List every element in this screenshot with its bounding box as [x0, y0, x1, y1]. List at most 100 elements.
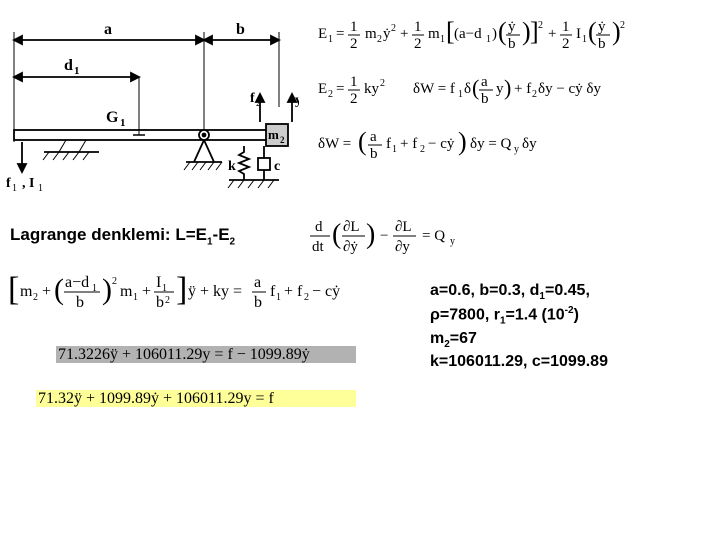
- lagrange-label: Lagrange denklemi: L=E1-E2: [10, 225, 235, 247]
- svg-text:1: 1: [458, 89, 463, 100]
- svg-text:b: b: [76, 294, 84, 311]
- svg-text:(: (: [358, 127, 367, 156]
- svg-text:1: 1: [328, 34, 333, 45]
- svg-text:f: f: [250, 91, 255, 106]
- svg-text:+: +: [42, 283, 51, 300]
- svg-text:2: 2: [304, 292, 309, 303]
- svg-text:δW = f: δW = f: [413, 81, 455, 97]
- svg-text:b: b: [598, 36, 606, 52]
- svg-text:m: m: [120, 283, 133, 300]
- svg-text:y: y: [450, 236, 455, 247]
- svg-text:2: 2: [391, 23, 396, 34]
- svg-text:− cẏ: − cẏ: [428, 136, 455, 152]
- svg-text:(a−d: (a−d: [454, 26, 482, 42]
- svg-text:ẏ: ẏ: [383, 26, 391, 42]
- svg-text:a: a: [481, 74, 488, 90]
- svg-text:a: a: [254, 274, 261, 291]
- svg-text:[: [: [8, 271, 19, 308]
- svg-text:1: 1: [582, 34, 587, 45]
- svg-text:1: 1: [486, 34, 491, 45]
- svg-text:1: 1: [440, 34, 445, 45]
- numeric-eq-2: 71.32ÿ + 1099.89ẏ + 106011.29y = f: [38, 390, 274, 408]
- eom-bracket-eq: [ m2 + ( a−d1 b )2 m1 + I1 b2 ] ÿ + ky =…: [8, 270, 418, 315]
- euler-lagrange-eq: ddt ( ∂L∂ẏ ) − ∂L∂y = Qy: [310, 215, 490, 260]
- svg-text:δy = Q: δy = Q: [470, 136, 512, 152]
- svg-text:ẏ: ẏ: [508, 19, 516, 35]
- svg-text:m: m: [365, 26, 377, 42]
- svg-text:1: 1: [276, 292, 281, 303]
- svg-text:2: 2: [532, 89, 537, 100]
- svg-text:+ f: + f: [284, 283, 303, 300]
- svg-text:+: +: [142, 283, 151, 300]
- svg-text:+: +: [548, 26, 556, 42]
- svg-text:m: m: [428, 26, 440, 42]
- svg-text:2: 2: [538, 20, 543, 31]
- svg-text:k: k: [228, 159, 236, 174]
- svg-text:∂L: ∂L: [395, 219, 412, 235]
- svg-text:1: 1: [133, 292, 138, 303]
- svg-text:ÿ + ky =: ÿ + ky =: [188, 283, 242, 300]
- svg-text:): ): [492, 26, 497, 42]
- svg-text:2: 2: [256, 98, 261, 109]
- svg-text:1: 1: [12, 183, 17, 192]
- svg-text:y: y: [295, 93, 299, 108]
- svg-text:b: b: [236, 22, 245, 38]
- svg-text:a−d: a−d: [65, 274, 89, 291]
- svg-text:a: a: [104, 22, 112, 38]
- svg-text:c: c: [274, 159, 280, 174]
- svg-text:2: 2: [420, 144, 425, 155]
- svg-text:δy: δy: [522, 136, 537, 152]
- svg-text:δy − cẏ δy: δy − cẏ δy: [538, 81, 602, 97]
- svg-text:G: G: [106, 109, 119, 126]
- svg-text:2: 2: [350, 36, 358, 52]
- svg-text:2: 2: [33, 292, 38, 303]
- svg-text:, I: , I: [22, 176, 34, 191]
- svg-text:1: 1: [562, 19, 570, 35]
- svg-text:): ): [102, 273, 112, 306]
- svg-text:− cẏ: − cẏ: [312, 283, 340, 300]
- svg-text:1: 1: [392, 144, 397, 155]
- svg-text:∂ẏ: ∂ẏ: [343, 239, 358, 255]
- svg-text:]: ]: [176, 271, 187, 308]
- svg-text:m: m: [268, 127, 279, 142]
- svg-text:1: 1: [414, 19, 422, 35]
- svg-text:2: 2: [280, 135, 285, 145]
- svg-text:(: (: [588, 18, 597, 46]
- svg-text:+ f: + f: [400, 136, 417, 152]
- svg-text:ky: ky: [364, 81, 380, 97]
- svg-text:2: 2: [562, 36, 570, 52]
- svg-text:b: b: [481, 91, 489, 107]
- svg-text:(: (: [472, 75, 479, 100]
- svg-text:y: y: [514, 144, 519, 155]
- svg-text:y: y: [496, 81, 504, 97]
- svg-text:2: 2: [377, 34, 382, 45]
- svg-text:= Q: = Q: [422, 228, 445, 244]
- svg-text:2: 2: [165, 295, 170, 306]
- svg-text:I: I: [576, 26, 581, 42]
- svg-text:1: 1: [38, 183, 43, 192]
- svg-text:=: =: [336, 81, 344, 97]
- svg-text:E: E: [318, 26, 327, 42]
- svg-text:dt: dt: [312, 239, 325, 255]
- svg-text:∂L: ∂L: [343, 219, 360, 235]
- svg-text:−: −: [380, 228, 388, 244]
- svg-text:): ): [366, 219, 375, 250]
- svg-text:2: 2: [414, 36, 422, 52]
- svg-text:1: 1: [120, 117, 126, 129]
- svg-text:1: 1: [350, 74, 358, 90]
- svg-text:∂y: ∂y: [395, 239, 410, 255]
- svg-text:ẏ: ẏ: [598, 19, 606, 35]
- svg-text:d: d: [315, 219, 323, 235]
- svg-text:1: 1: [74, 65, 80, 77]
- svg-text:2: 2: [328, 89, 333, 100]
- svg-text:2: 2: [380, 78, 385, 89]
- parameter-values: a=0.6, b=0.3, d1=0.45, ρ=7800, r1=1.4 (1…: [430, 280, 608, 373]
- svg-text:=: =: [336, 26, 344, 42]
- svg-text:+ f: + f: [514, 81, 531, 97]
- svg-text:E: E: [318, 81, 327, 97]
- svg-text:f: f: [386, 136, 391, 152]
- mechanism-diagram: a b d 1 G 1 m 2 f 1 , I 1: [4, 22, 299, 192]
- svg-text:1: 1: [350, 19, 358, 35]
- svg-text:2: 2: [350, 91, 358, 107]
- numeric-eq-1: 71.3226ÿ + 106011.29y = f − 1099.89ẏ: [58, 346, 310, 364]
